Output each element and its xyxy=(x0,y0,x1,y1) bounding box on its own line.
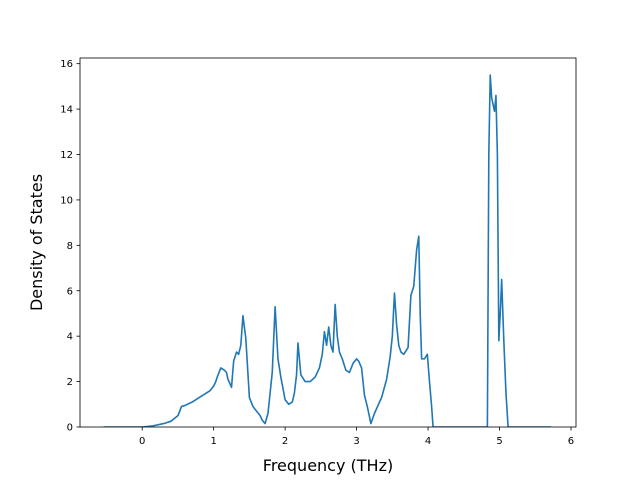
x-tick-label: 6 xyxy=(568,436,574,447)
y-tick-label: 14 xyxy=(60,105,73,116)
y-tick-label: 6 xyxy=(67,286,73,297)
y-tick-label: 2 xyxy=(67,377,73,388)
y-tick-label: 10 xyxy=(60,195,73,206)
y-tick-label: 12 xyxy=(60,150,73,161)
y-tick-label: 0 xyxy=(67,423,73,434)
y-tick-label: 16 xyxy=(60,59,73,70)
axes-frame xyxy=(79,57,577,428)
x-axis-label: Frequency (THz) xyxy=(263,456,393,475)
x-tick-label: 1 xyxy=(210,436,216,447)
y-axis-label: Density of States xyxy=(27,174,46,311)
plot-area xyxy=(103,74,551,427)
y-tick-label: 8 xyxy=(67,241,73,252)
x-tick-label: 2 xyxy=(282,436,288,447)
y-tick-label: 4 xyxy=(67,332,73,343)
x-tick-label: 3 xyxy=(353,436,359,447)
x-tick-label: 5 xyxy=(496,436,502,447)
x-tick-label: 4 xyxy=(425,436,431,447)
x-tick-label: 0 xyxy=(139,436,145,447)
dos-series-line xyxy=(103,74,551,427)
